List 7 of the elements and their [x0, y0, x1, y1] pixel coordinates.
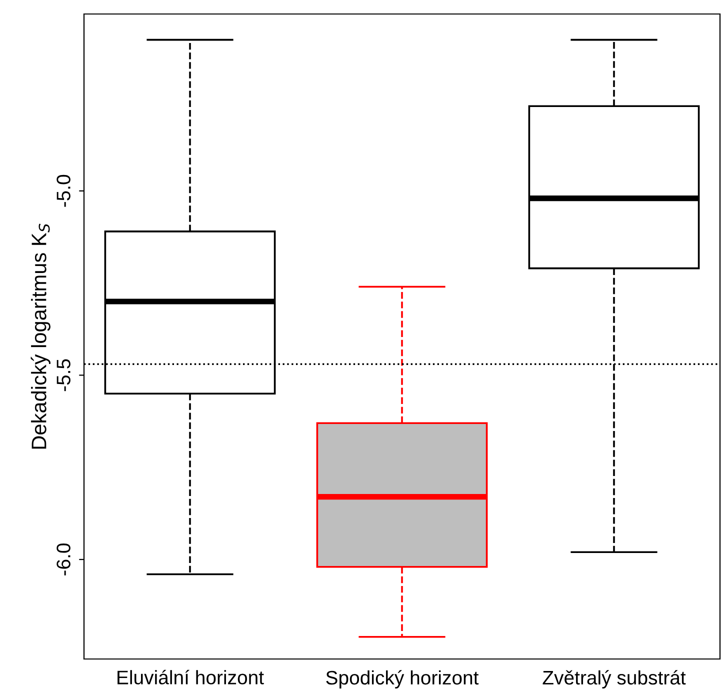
y-tick-label: -5.5 — [56, 359, 70, 392]
y-tick-label: -6.0 — [56, 543, 70, 576]
y-tick-label: -5.0 — [56, 174, 70, 207]
x-tick-label: Spodický horizont — [326, 670, 479, 688]
x-tick-label: Eluviální horizont — [118, 670, 264, 684]
x-tick-label: Zvětralý substrát — [542, 670, 686, 688]
y-axis-title: Dekadický logaritmus K$_{S}$ — [30, 224, 50, 449]
